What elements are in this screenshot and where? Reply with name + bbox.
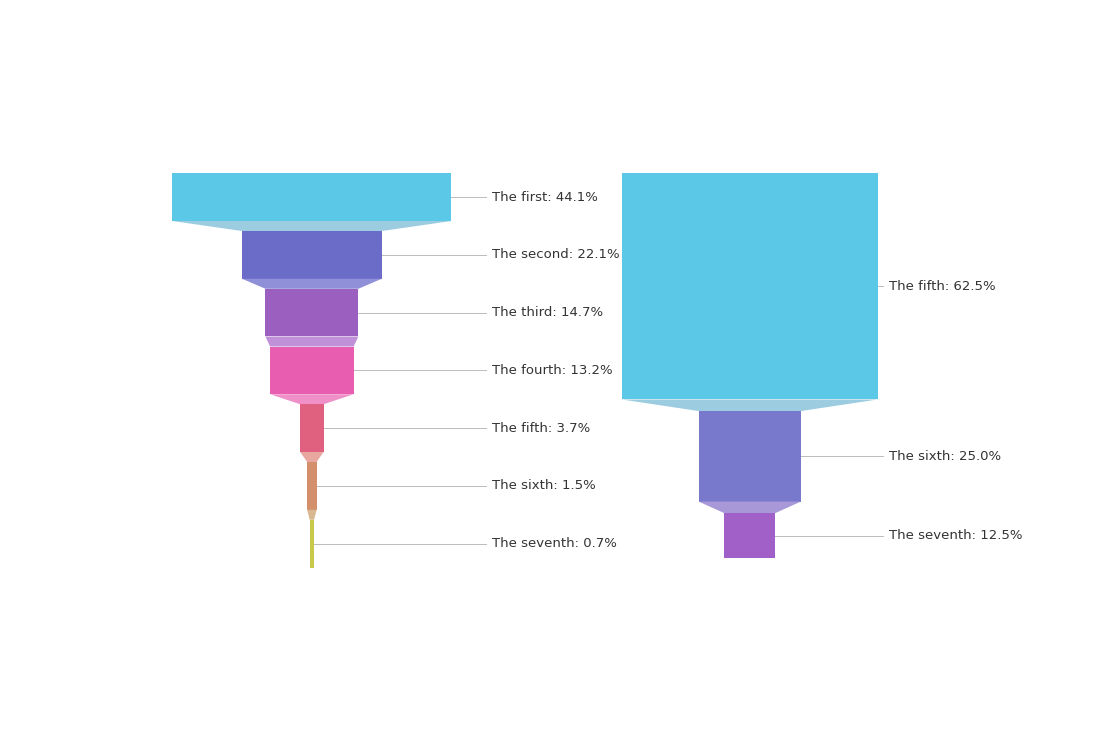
Bar [621, 173, 878, 399]
Polygon shape [265, 337, 359, 347]
Polygon shape [307, 510, 317, 520]
Text: The fifth: 62.5%: The fifth: 62.5% [889, 280, 996, 293]
Text: The seventh: 12.5%: The seventh: 12.5% [889, 529, 1023, 542]
Text: The fifth: 3.7%: The fifth: 3.7% [493, 421, 591, 435]
Polygon shape [300, 452, 323, 462]
Polygon shape [242, 279, 382, 289]
Polygon shape [698, 502, 801, 513]
Text: The first: 44.1%: The first: 44.1% [493, 190, 598, 204]
Bar [307, 462, 317, 510]
Bar [265, 289, 359, 337]
Bar [173, 173, 451, 221]
Text: The third: 14.7%: The third: 14.7% [493, 306, 604, 319]
Bar [698, 411, 801, 502]
Polygon shape [621, 399, 878, 411]
Text: The fourth: 13.2%: The fourth: 13.2% [493, 364, 613, 377]
Bar [310, 520, 315, 568]
Polygon shape [271, 394, 353, 404]
Bar [242, 231, 382, 279]
Bar [271, 347, 353, 394]
Text: The sixth: 1.5%: The sixth: 1.5% [493, 480, 596, 492]
Bar [724, 513, 776, 559]
Text: The sixth: 25.0%: The sixth: 25.0% [889, 449, 1001, 463]
Text: The second: 22.1%: The second: 22.1% [493, 249, 620, 261]
Bar [300, 404, 323, 452]
Text: The seventh: 0.7%: The seventh: 0.7% [493, 537, 617, 550]
Polygon shape [173, 221, 451, 231]
